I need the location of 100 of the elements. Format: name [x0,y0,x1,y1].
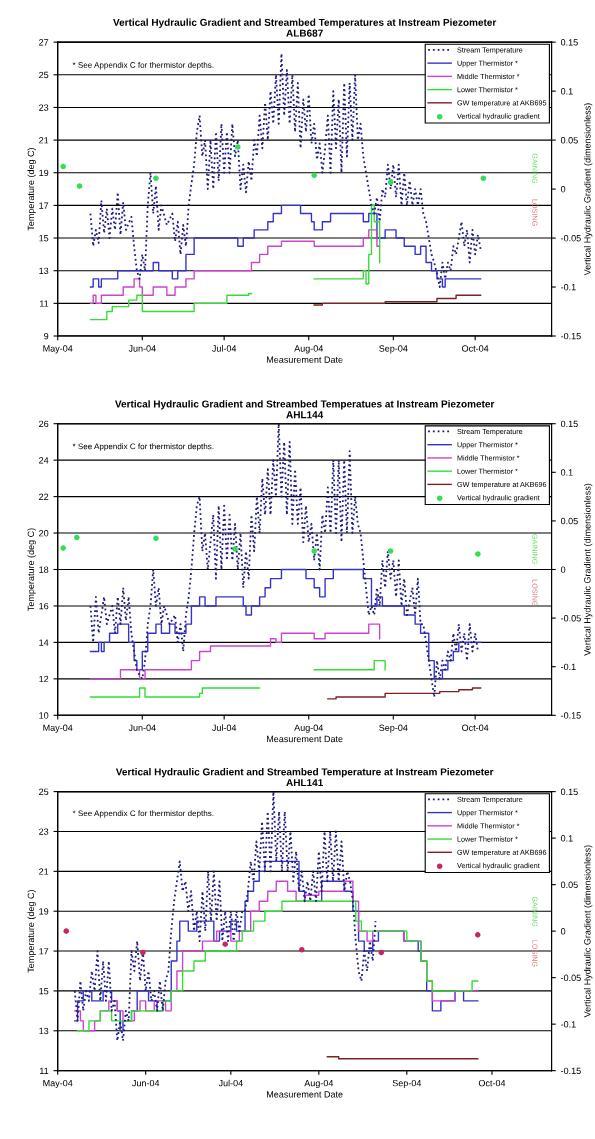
point [480,175,487,182]
point [74,534,80,541]
point [63,928,70,934]
y-tick-label: 25 [39,788,49,795]
x-tick-label: Jun-04 [132,1079,160,1087]
x-tick-label: Oct-04 [462,724,489,731]
y-tick-label: 21 [39,868,49,875]
point [311,548,317,554]
y2-axis-title: Vertical Hydraulic Gradient (dimensionless) [583,103,593,276]
y-tick-label: 24 [39,457,49,464]
x-tick-label: Jul-04 [218,1079,243,1087]
y2-tick-label: -0.05 [560,615,581,622]
point [475,551,481,557]
y-tick-label: 17 [39,948,49,955]
y-tick-label: 16 [39,602,49,610]
x-tick-label: Jul-04 [212,724,237,731]
annotation: * See Appendix C for thermistor depths. [72,443,214,451]
point [60,545,66,551]
y-tick-label: 23 [39,828,49,835]
point [153,535,159,542]
x-tick-label: Jun-04 [128,345,156,352]
y2-tick-label: 0.1 [560,835,573,842]
y2-tick-label: 0.1 [560,469,573,476]
x-tick-label: Sep-04 [379,345,408,354]
chart-subtitle: AHL144 [286,411,324,419]
x-tick-label: Oct-04 [478,1079,506,1087]
y-axis-title: Temperature (deg C) [27,528,36,611]
x-axis-title: Measurement Date [267,1091,343,1098]
y2-tick-label: -0.1 [560,663,576,671]
point [140,949,146,956]
y2-tick-label: 0 [560,186,566,193]
chart-subtitle: ALB687 [286,29,323,37]
point [474,932,481,938]
annotation: * See Appendix C for thermistor depths. [72,61,214,70]
y2-axis-title: Vertical Hydraulic Gradient (dimensionless) [583,845,593,1018]
y2-tick-label: -0.1 [560,1021,576,1028]
point [387,548,394,554]
y2-tick-label: 0 [560,566,566,573]
x-tick-label: Jul-04 [212,345,237,352]
y-tick-label: 15 [39,987,49,995]
x-tick-label: Aug-04 [294,345,324,354]
y2-tick-label: -0.15 [560,1067,581,1075]
y2-tick-label: 0.05 [560,881,578,888]
x-tick-label: Oct-04 [462,345,489,352]
x-axis-title: Measurement Date [267,356,343,363]
x-axis-title: Measurement Date [267,735,343,743]
y-tick-label: 13 [39,1027,49,1035]
point [60,163,66,170]
chart-title: Vertical Hydraulic Gradient and Streambed Temperature at Instream Piezometer [115,768,494,778]
point [378,949,385,956]
point [299,946,305,953]
y-axis-title: Temperature (deg C) [27,147,36,231]
point [153,175,159,182]
x-tick-label: Jun-04 [128,724,156,731]
y2-tick-label: 0.05 [560,137,578,144]
y-tick-label: 10 [39,712,49,719]
x-tick-label: Aug-04 [304,1079,334,1089]
y2-tick-label: -0.15 [560,332,581,340]
y2-tick-label: -0.05 [560,974,581,981]
x-tick-label: May-04 [43,724,73,733]
y-tick-label: 20 [39,530,49,537]
y-axis-title: Temperature (deg C) [27,890,36,973]
y2-tick-label: 0.05 [560,517,578,525]
y-tick-label: 12 [39,675,49,683]
y-tick-label: 25 [39,71,49,79]
y-tick-label: 26 [39,420,49,428]
y2-tick-label: -0.15 [560,712,581,719]
x-tick-label: Sep-04 [379,724,408,733]
point [311,172,317,179]
x-tick-label: May-04 [43,1079,73,1089]
chart-subtitle: AHL141 [286,779,323,787]
chart-title: Vertical Hydraulic Gradient and Streambed Temperatues at Instream Piezometer [115,400,495,410]
chart-title: Vertical Hydraulic Gradient and Streambed Temperatures at Instream Piezometer [113,18,497,28]
y-tick-label: 22 [39,493,49,500]
point [387,179,394,185]
y-tick-label: 11 [40,300,49,307]
line-series [73,791,377,1042]
annotation: * See Appendix C for thermistor depths. [72,810,214,818]
y-tick-label: 9 [44,332,49,340]
y2-tick-label: -0.05 [560,235,581,242]
y2-tick-label: 0.1 [560,88,573,95]
y-tick-label: 19 [39,169,49,177]
y-tick-label: 18 [39,566,49,573]
y-tick-label: 21 [39,137,49,144]
point [222,941,228,947]
x-tick-label: Aug-04 [294,724,324,733]
y-tick-label: 19 [39,908,49,915]
point [232,546,238,552]
y-tick-label: 13 [39,267,49,275]
y2-tick-label: 0.15 [560,39,578,46]
y2-tick-label: 0.15 [560,788,578,795]
point [235,144,241,150]
y2-tick-label: 0.15 [560,420,578,428]
x-tick-label: May-04 [43,345,73,354]
x-tick-label: Sep-04 [392,1079,422,1089]
y2-axis-title: Vertical Hydraulic Gradient (dimensionless) [583,483,593,656]
y-tick-label: 23 [39,104,49,111]
y2-tick-label: -0.1 [560,284,576,291]
point [76,183,83,189]
y2-tick-label: 0 [560,928,566,935]
